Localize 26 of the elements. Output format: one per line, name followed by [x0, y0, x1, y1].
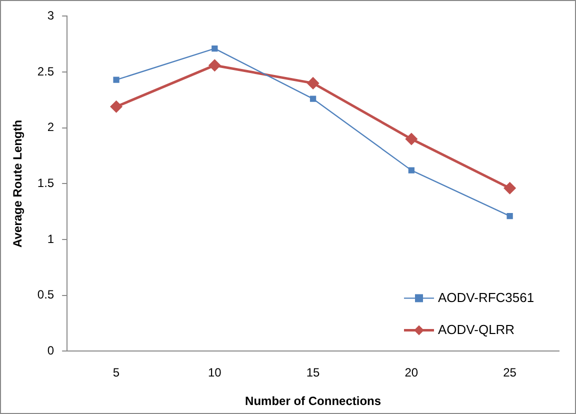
- x-tick-label: 20: [404, 366, 418, 380]
- x-tick-label: 15: [306, 366, 320, 380]
- point: [408, 167, 414, 174]
- y-tick-label: 1.5: [37, 176, 54, 190]
- point: [310, 96, 316, 102]
- point: [406, 133, 418, 145]
- point: [110, 100, 122, 112]
- legend-label: AODV-RFC3561: [438, 290, 534, 305]
- point: [212, 46, 218, 52]
- x-tick-label: 10: [208, 366, 222, 380]
- y-tick-label: 1: [47, 232, 54, 246]
- y-axis-title: Average Route Length: [10, 120, 25, 248]
- legend-label: AODV-QLRR: [438, 322, 515, 337]
- point: [504, 182, 516, 194]
- point: [506, 213, 513, 220]
- y-tick-label: 2.5: [37, 64, 54, 78]
- x-tick-label: 5: [112, 366, 120, 380]
- point: [208, 60, 220, 72]
- y-tick-label: 3: [47, 8, 54, 23]
- point: [307, 77, 319, 89]
- point: [113, 76, 120, 83]
- x-axis-title: Number of Connections: [245, 394, 382, 408]
- y-tick-label: 0.5: [37, 288, 54, 302]
- y-tick-label: 2: [47, 120, 54, 134]
- y-tick-label: 0: [47, 344, 54, 358]
- x-tick-label: 25: [503, 366, 517, 380]
